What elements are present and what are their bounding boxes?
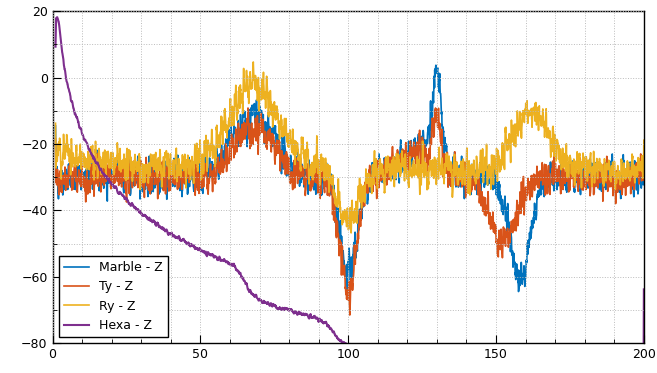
Ty - Z: [629, 184, 637, 188]
Ty - Z: [51, 137, 59, 141]
Ry - Z: [566, 154, 574, 159]
Hexa - Z: [119, 194, 127, 198]
Marble - Z: [344, 289, 351, 294]
Marble - Z: [303, 173, 311, 178]
Ty - Z: [303, 169, 311, 174]
Ty - Z: [119, 172, 127, 177]
Ry - Z: [119, 166, 127, 171]
Ry - Z: [347, 231, 355, 235]
Hexa - Z: [53, 15, 61, 19]
Hexa - Z: [154, 220, 162, 225]
Ty - Z: [154, 187, 162, 192]
Ry - Z: [303, 145, 311, 149]
Ry - Z: [51, 121, 59, 126]
Ry - Z: [277, 123, 285, 127]
Marble - Z: [566, 164, 574, 168]
Ty - Z: [346, 313, 353, 317]
Line: Hexa - Z: Hexa - Z: [55, 17, 644, 373]
Marble - Z: [119, 178, 127, 183]
Hexa - Z: [640, 287, 648, 292]
Hexa - Z: [51, 44, 59, 49]
Ry - Z: [640, 138, 648, 142]
Line: Marble - Z: Marble - Z: [55, 65, 644, 292]
Marble - Z: [51, 124, 59, 128]
Ry - Z: [629, 154, 637, 159]
Legend: Marble - Z, Ty - Z, Ry - Z, Hexa - Z: Marble - Z, Ty - Z, Ry - Z, Hexa - Z: [59, 256, 168, 337]
Ry - Z: [249, 60, 257, 64]
Marble - Z: [154, 176, 162, 181]
Marble - Z: [432, 63, 440, 68]
Marble - Z: [640, 154, 648, 159]
Ty - Z: [277, 151, 285, 155]
Ty - Z: [566, 177, 574, 181]
Hexa - Z: [565, 357, 573, 362]
Line: Ty - Z: Ty - Z: [55, 108, 644, 315]
Marble - Z: [277, 160, 285, 164]
Ry - Z: [154, 175, 162, 179]
Ty - Z: [432, 106, 440, 110]
Ty - Z: [640, 158, 648, 163]
Hexa - Z: [277, 308, 285, 312]
Hexa - Z: [303, 312, 311, 317]
Marble - Z: [629, 171, 637, 175]
Line: Ry - Z: Ry - Z: [55, 62, 644, 233]
